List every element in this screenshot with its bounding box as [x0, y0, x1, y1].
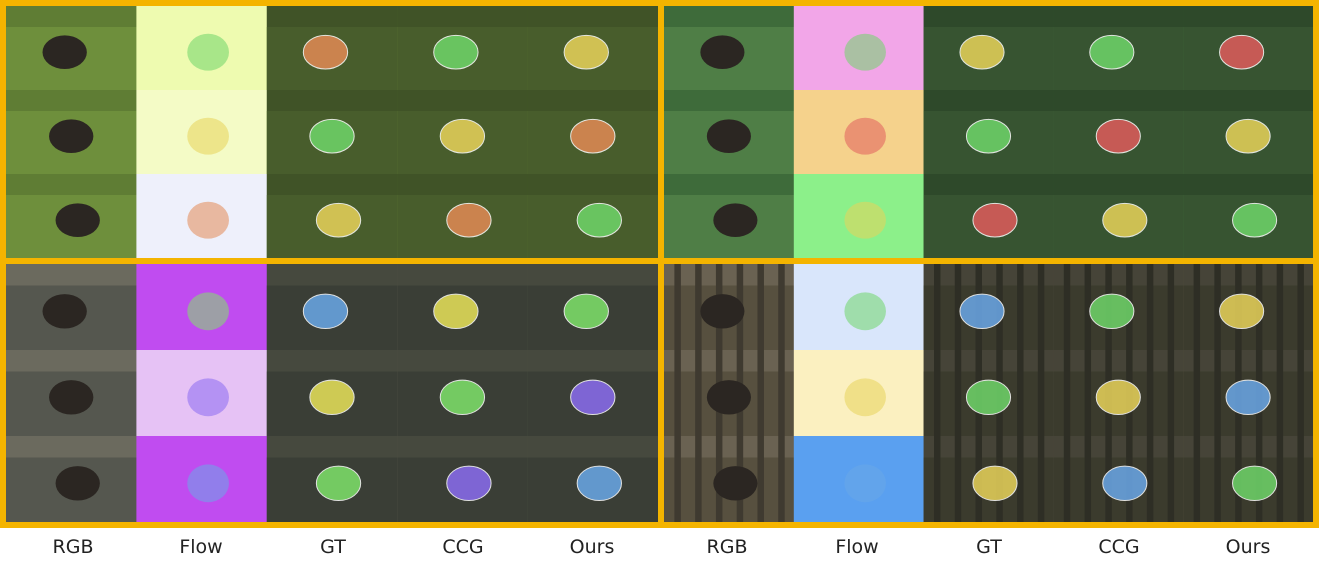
panel-goats [6, 6, 658, 258]
image-cell [527, 90, 658, 175]
image-cell [266, 436, 398, 522]
image-cell [527, 174, 658, 258]
image-cell [793, 436, 925, 522]
image-cell [664, 6, 795, 91]
image-cell [397, 6, 529, 91]
image-cell [1183, 6, 1313, 91]
image-cell [136, 6, 268, 91]
image-cell [664, 436, 795, 522]
image-cell [527, 6, 658, 91]
image-cell [664, 350, 795, 437]
col-label-ours: Ours [569, 536, 615, 558]
col-label-ccg: CCG [442, 536, 484, 558]
panel-image [6, 6, 658, 258]
image-cell [136, 90, 268, 175]
panel-image [664, 264, 1313, 522]
image-cell [1183, 264, 1313, 351]
image-cell [1053, 174, 1184, 258]
image-cell [266, 264, 398, 351]
image-cell [6, 350, 137, 437]
col-label-flow-2: Flow [835, 536, 879, 558]
col-label-gt-2: GT [976, 536, 1002, 558]
col-label-gt: GT [320, 536, 346, 558]
image-cell [923, 264, 1054, 351]
image-cell [397, 264, 529, 351]
image-cell [136, 174, 268, 258]
image-cell [1053, 90, 1184, 175]
panel-image [664, 6, 1313, 258]
col-label-ccg-2: CCG [1098, 536, 1140, 558]
image-cell [527, 436, 658, 522]
image-cell [6, 90, 137, 175]
image-cell [793, 90, 925, 175]
col-label-rgb: RGB [52, 536, 94, 558]
image-cell [397, 436, 529, 522]
image-cell [527, 264, 658, 351]
image-cell [793, 6, 925, 91]
image-cell [793, 264, 925, 351]
image-cell [136, 350, 268, 437]
image-cell [793, 350, 925, 437]
image-cell [923, 90, 1054, 175]
image-cell [1053, 6, 1184, 91]
image-cell [664, 264, 795, 351]
image-cell [266, 90, 398, 175]
image-cell [1053, 350, 1184, 437]
col-label-ours-2: Ours [1225, 536, 1271, 558]
image-cell [1053, 264, 1184, 351]
image-cell [266, 6, 398, 91]
image-cell [6, 6, 137, 91]
col-label-flow: Flow [179, 536, 223, 558]
image-cell [793, 174, 925, 258]
image-cell [923, 174, 1054, 258]
panel-forest-person [664, 264, 1313, 522]
panel-image [6, 264, 658, 522]
panel-horse [664, 6, 1313, 258]
image-cell [1183, 90, 1313, 175]
image-cell [266, 350, 398, 437]
image-cell [1053, 436, 1184, 522]
image-cell [6, 174, 137, 258]
image-cell [923, 350, 1054, 437]
image-cell [664, 174, 795, 258]
image-cell [527, 350, 658, 437]
image-cell [1183, 174, 1313, 258]
image-cell [664, 90, 795, 175]
figure [0, 0, 1319, 528]
image-cell [6, 436, 137, 522]
image-cell [397, 174, 529, 258]
image-cell [923, 436, 1054, 522]
column-labels: RGB Flow GT CCG Ours RGB Flow GT CCG Our… [0, 528, 1319, 569]
image-cell [923, 6, 1054, 91]
image-cell [136, 264, 268, 351]
image-cell [397, 90, 529, 175]
col-label-rgb-2: RGB [706, 536, 748, 558]
image-cell [1183, 436, 1313, 522]
image-cell [397, 350, 529, 437]
image-cell [1183, 350, 1313, 437]
image-cell [136, 436, 268, 522]
image-cell [6, 264, 137, 351]
panel-bus-car [6, 264, 658, 522]
image-cell [266, 174, 398, 258]
